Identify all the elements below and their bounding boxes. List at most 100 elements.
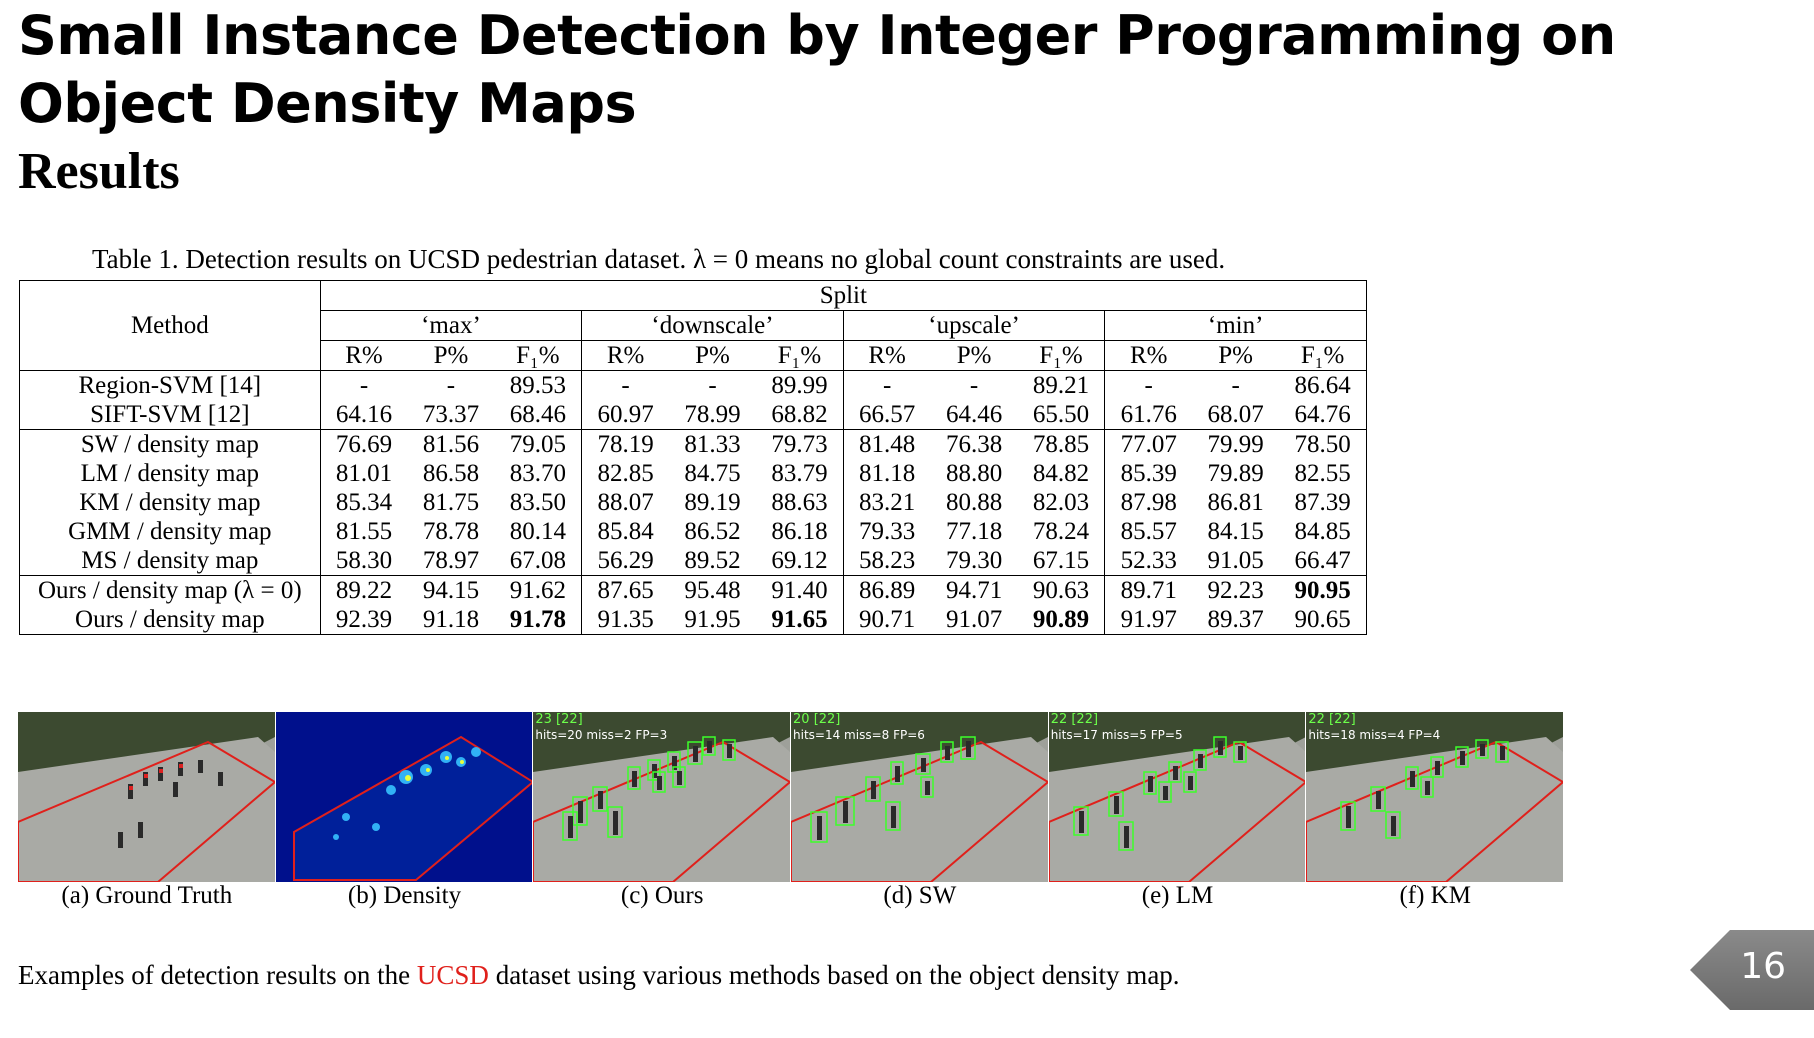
detection-box	[667, 751, 682, 773]
value-cell: 82.55	[1294, 460, 1351, 487]
method-cell: LM / density map	[80, 460, 260, 487]
pedestrian-figure	[1172, 766, 1178, 780]
value-cell: 68.46	[509, 401, 566, 428]
split-header: Split	[319, 280, 1367, 311]
value-cell: 78.97	[422, 547, 480, 574]
table-row: Region-SVM [14] - -89.53- -89.99- -89.21- -86…	[20, 370, 1367, 400]
value-cell: 64.16	[319, 400, 408, 430]
value-cell: 91.05	[1207, 547, 1264, 574]
pedestrian-figure	[1217, 741, 1223, 755]
value-cell: 89.37	[1207, 606, 1264, 633]
value-cell: 81.18	[842, 459, 931, 488]
value-cell: 86.81	[1207, 489, 1264, 516]
detection-box	[572, 796, 589, 826]
panel-label: (e) LM	[1141, 882, 1214, 909]
detection-image	[533, 712, 791, 882]
value-cell: 68.82	[771, 401, 828, 428]
value-cell: 78.19	[581, 429, 669, 459]
pedestrian-figure	[1187, 776, 1193, 790]
group-header-min: ‘min’	[1104, 310, 1367, 341]
pedestrian-figure	[652, 764, 658, 778]
value-cell: 81.56	[407, 429, 495, 459]
pedestrian-figure	[1197, 754, 1203, 768]
results-table: Method Split ‘max’ ‘downscale’ ‘upscale’…	[19, 280, 1367, 635]
pedestrian-figure	[895, 766, 901, 782]
value-cell: 65.50	[1032, 401, 1090, 428]
pedestrian-figure	[1078, 811, 1084, 833]
subheader-cell: F₁%	[1279, 340, 1367, 371]
pedestrian-figure	[677, 771, 683, 785]
value-cell: 77.18	[945, 518, 1003, 545]
pedestrian-figure	[843, 801, 849, 823]
value-cell: 90.89	[1032, 606, 1090, 633]
value-cell: 89.52	[684, 547, 741, 574]
table-row: SIFT-SVM [12] 64.16 73.37 68.46 60.97 78.99 68…	[20, 400, 1367, 430]
pedestrian-figure	[1500, 746, 1506, 760]
detection-box	[722, 739, 737, 761]
value-cell: 56.29	[581, 546, 669, 576]
panel-ground-truth	[18, 712, 275, 882]
pedestrian-figure	[921, 758, 927, 772]
value-cell: 94.15	[407, 575, 495, 605]
method-header: Method	[19, 280, 321, 371]
detection-box	[835, 796, 855, 826]
detection-image	[1306, 712, 1564, 882]
method-cell: Ours / density map	[75, 606, 265, 633]
value-cell: 90.63	[1017, 575, 1105, 605]
pedestrian-figure	[945, 746, 951, 760]
value-cell: 78.78	[422, 518, 480, 545]
value-cell: 84.85	[1294, 518, 1351, 545]
pedestrian-figure	[613, 811, 619, 835]
detection-box	[915, 753, 931, 775]
value-cell: 90.95	[1279, 575, 1367, 605]
detection-box	[702, 736, 717, 756]
figure-caption: Examples of detection results on the UCS…	[18, 960, 1180, 991]
subheader-cell: F₁%	[756, 340, 844, 371]
detection-box	[1157, 781, 1172, 803]
method-cell: MS / density map	[81, 547, 259, 574]
value-cell: 88.80	[945, 460, 1003, 487]
value-cell: 85.39	[1104, 459, 1193, 488]
pedestrian-figure	[1480, 744, 1486, 756]
value-cell: -	[319, 370, 408, 400]
pedestrian-figure	[1346, 806, 1352, 828]
detection-box	[607, 806, 624, 838]
method-cell: SIFT-SVM [12]	[90, 401, 250, 428]
pedestrian-figure	[817, 816, 823, 840]
value-cell: 84.15	[1207, 518, 1264, 545]
detection-box	[890, 761, 904, 785]
value-cell: 79.33	[842, 517, 931, 546]
pedestrian-figure	[672, 756, 678, 770]
panel-label: (f) KM	[1399, 882, 1471, 909]
pedestrian-figure	[657, 776, 663, 790]
table-row: LM / density map 81.01 86.58 83.70 82.85 84.7…	[20, 459, 1367, 488]
value-cell: 89.22	[319, 575, 408, 605]
results-table-wrapper: Method Split ‘max’ ‘downscale’ ‘upscale’…	[19, 280, 1367, 635]
panel-label: (b) Density	[347, 882, 462, 909]
value-cell: 79.89	[1207, 460, 1264, 487]
detection-box	[592, 786, 609, 812]
value-cell: 90.65	[1294, 606, 1351, 633]
value-cell: 89.19	[684, 489, 741, 516]
pedestrian-figure	[966, 741, 972, 757]
value-cell: 81.33	[668, 429, 757, 459]
panel-label: (c) Ours	[620, 882, 704, 909]
value-cell: 84.82	[1032, 460, 1090, 487]
count-overlay: 22 [22]	[1308, 712, 1356, 727]
ucsd-link[interactable]: UCSD	[416, 960, 489, 990]
table-body: Region-SVM [14] - -89.53- -89.99- -89.21- -86…	[19, 370, 1367, 635]
pedestrian-figure	[871, 781, 877, 799]
group-header-downscale: ‘downscale’	[581, 310, 844, 341]
detection-box	[940, 741, 954, 763]
value-cell: 86.89	[842, 575, 931, 605]
value-cell: 92.39	[319, 605, 408, 635]
pedestrian-figure	[693, 746, 699, 762]
value-cell: 87.39	[1294, 489, 1351, 516]
value-cell: 64.46	[945, 401, 1003, 428]
subheader-cell: F₁%	[494, 340, 582, 371]
value-cell: 94.71	[930, 575, 1018, 605]
method-cell: SW / density map	[19, 429, 321, 459]
value-cell: 91.40	[756, 575, 844, 605]
caption-suffix: dataset using various methods based on t…	[488, 960, 1180, 990]
method-cell: Region-SVM [14]	[78, 372, 262, 399]
